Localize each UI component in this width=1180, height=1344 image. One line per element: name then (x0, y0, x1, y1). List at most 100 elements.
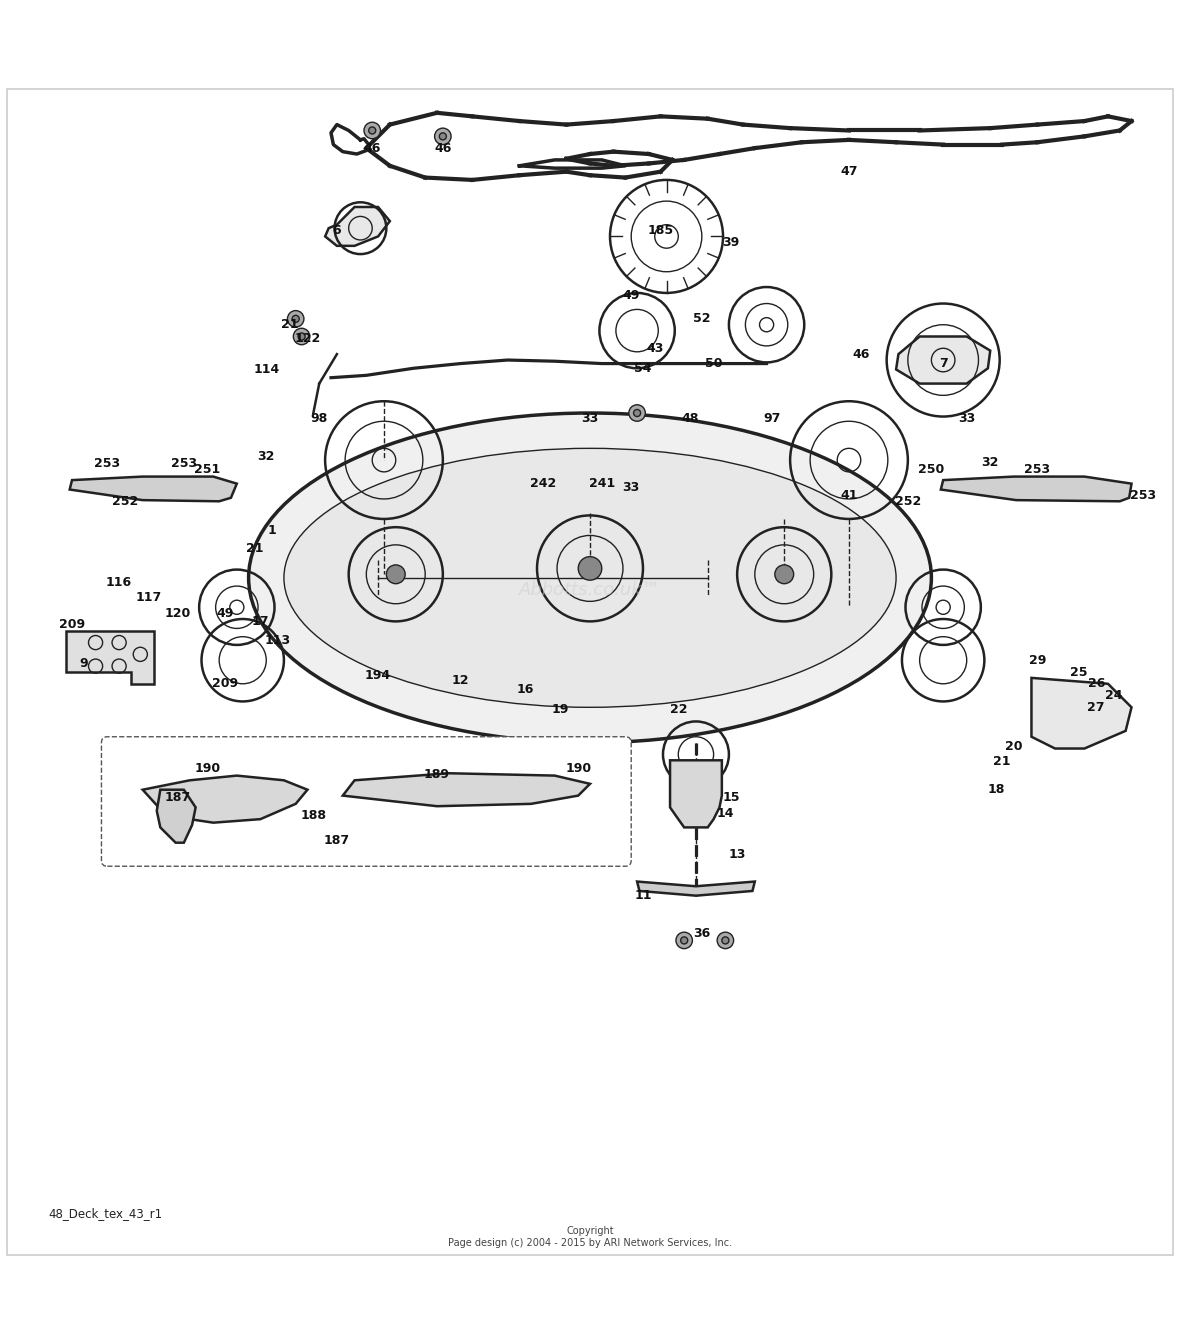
Ellipse shape (284, 449, 896, 707)
Polygon shape (637, 882, 755, 895)
Polygon shape (342, 773, 590, 806)
Text: 190: 190 (565, 762, 591, 775)
Text: 36: 36 (693, 927, 710, 939)
Polygon shape (70, 477, 237, 501)
Circle shape (634, 410, 641, 417)
Text: 188: 188 (301, 809, 327, 823)
Text: 114: 114 (254, 363, 280, 376)
Text: 19: 19 (552, 703, 569, 716)
Circle shape (629, 405, 645, 421)
Text: 11: 11 (634, 890, 651, 902)
Text: 33: 33 (958, 413, 976, 426)
Text: 9: 9 (79, 657, 88, 671)
Text: 187: 187 (323, 833, 350, 847)
Polygon shape (940, 477, 1132, 501)
Text: 15: 15 (722, 792, 740, 805)
Text: 250: 250 (918, 464, 944, 476)
Circle shape (363, 122, 380, 138)
Polygon shape (326, 207, 389, 246)
Text: 48_Deck_tex_43_r1: 48_Deck_tex_43_r1 (48, 1207, 163, 1220)
Text: 252: 252 (112, 495, 138, 508)
Text: 32: 32 (257, 450, 275, 464)
Text: 27: 27 (1088, 700, 1104, 714)
Ellipse shape (249, 413, 931, 743)
Text: 117: 117 (136, 591, 162, 605)
Circle shape (439, 133, 446, 140)
Text: 13: 13 (728, 848, 746, 862)
Text: 241: 241 (589, 477, 615, 491)
Text: 122: 122 (294, 332, 321, 345)
Text: 49: 49 (216, 606, 234, 620)
Text: 242: 242 (530, 477, 556, 491)
Circle shape (681, 937, 688, 943)
Text: 26: 26 (1088, 677, 1104, 691)
Polygon shape (157, 790, 196, 843)
Text: 39: 39 (722, 235, 740, 249)
Text: 194: 194 (365, 669, 391, 681)
Text: 49: 49 (623, 289, 640, 302)
Polygon shape (1031, 677, 1132, 749)
Text: 252: 252 (894, 495, 920, 508)
Text: 253: 253 (1130, 489, 1156, 501)
Text: 120: 120 (165, 606, 191, 620)
Polygon shape (896, 336, 990, 383)
Text: 209: 209 (212, 677, 238, 691)
Text: 41: 41 (840, 489, 858, 501)
Text: 253: 253 (171, 457, 197, 470)
Text: 24: 24 (1106, 689, 1122, 702)
Circle shape (775, 564, 794, 583)
Text: 116: 116 (106, 577, 132, 589)
Text: Abbotts.co.uk™: Abbotts.co.uk™ (519, 581, 661, 598)
Text: 253: 253 (94, 457, 120, 470)
Text: 98: 98 (310, 413, 328, 426)
Text: 253: 253 (1024, 464, 1050, 476)
Text: 29: 29 (1029, 653, 1045, 667)
Text: 54: 54 (634, 362, 651, 375)
Text: 7: 7 (939, 358, 948, 370)
Circle shape (288, 310, 304, 327)
Text: 33: 33 (582, 413, 598, 426)
Text: 21: 21 (994, 755, 1011, 767)
Circle shape (294, 328, 310, 344)
Circle shape (434, 128, 451, 145)
Circle shape (386, 564, 405, 583)
Circle shape (722, 937, 729, 943)
Circle shape (578, 556, 602, 581)
Text: 50: 50 (704, 358, 722, 370)
Polygon shape (66, 630, 155, 684)
Text: 12: 12 (452, 673, 470, 687)
Text: 46: 46 (363, 141, 381, 155)
Circle shape (676, 933, 693, 949)
Text: 17: 17 (251, 614, 269, 628)
Text: 46: 46 (852, 348, 870, 360)
Text: 47: 47 (840, 165, 858, 179)
Text: 18: 18 (988, 784, 1005, 796)
Text: 21: 21 (245, 542, 263, 555)
Text: 21: 21 (281, 319, 299, 331)
Text: 6: 6 (333, 224, 341, 237)
Text: 209: 209 (59, 618, 85, 632)
Text: 48: 48 (681, 413, 699, 426)
Text: 22: 22 (669, 703, 687, 716)
Circle shape (293, 316, 300, 323)
Text: 32: 32 (982, 456, 999, 469)
Text: 46: 46 (434, 141, 452, 155)
Text: 25: 25 (1070, 665, 1087, 679)
Circle shape (717, 933, 734, 949)
Text: 113: 113 (266, 634, 291, 646)
Text: 43: 43 (647, 341, 663, 355)
Circle shape (368, 126, 375, 134)
Text: 33: 33 (623, 481, 640, 493)
Text: 187: 187 (165, 792, 191, 805)
Text: 251: 251 (195, 464, 221, 476)
Text: 189: 189 (424, 767, 450, 781)
Text: 190: 190 (195, 762, 221, 775)
Polygon shape (143, 775, 308, 823)
Text: 97: 97 (763, 413, 781, 426)
Text: 52: 52 (693, 312, 710, 325)
Text: 16: 16 (517, 683, 533, 696)
FancyBboxPatch shape (101, 737, 631, 867)
Text: Copyright: Copyright (566, 1226, 614, 1236)
Text: 185: 185 (648, 224, 674, 237)
Text: Page design (c) 2004 - 2015 by ARI Network Services, Inc.: Page design (c) 2004 - 2015 by ARI Netwo… (448, 1238, 732, 1249)
